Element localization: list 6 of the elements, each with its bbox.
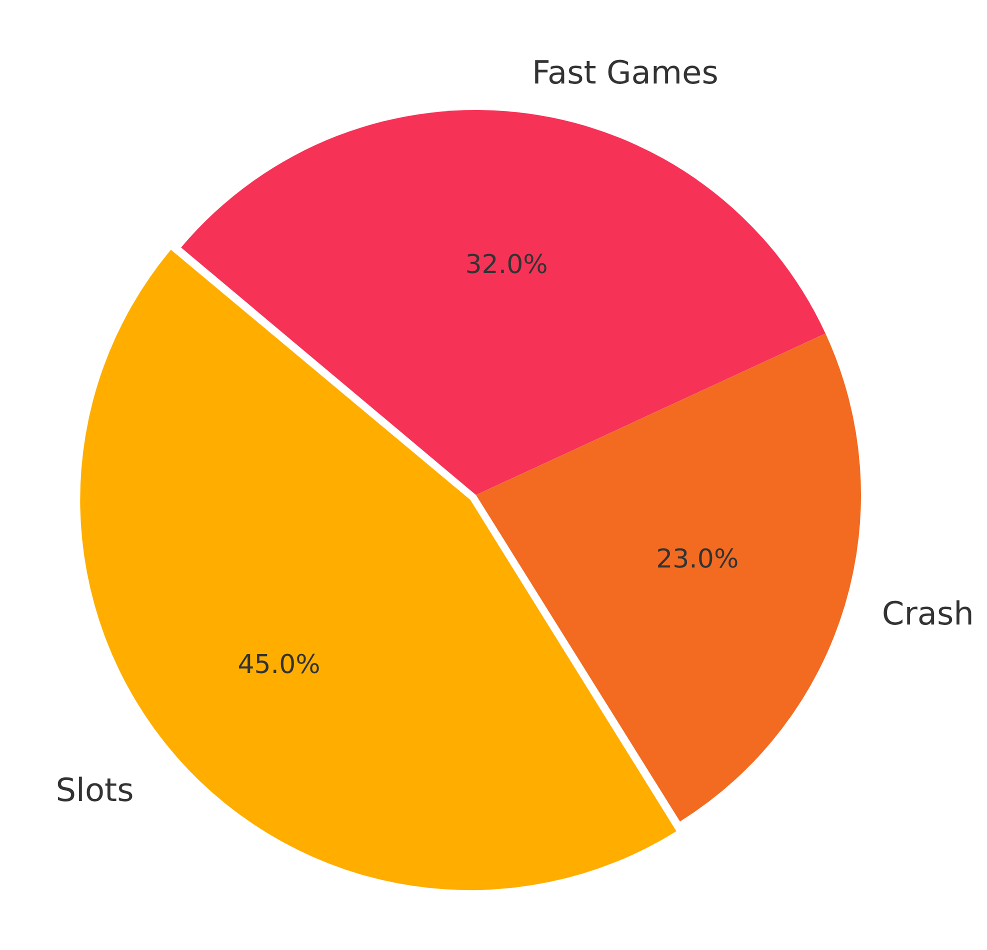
- data-label: 32.0%: [465, 250, 548, 280]
- slice-label: Fast Games: [532, 54, 718, 92]
- slice-label: Crash: [882, 594, 974, 632]
- data-label: 23.0%: [656, 544, 739, 575]
- data-label: 45.0%: [238, 650, 320, 680]
- slice-label: Slots: [56, 770, 134, 809]
